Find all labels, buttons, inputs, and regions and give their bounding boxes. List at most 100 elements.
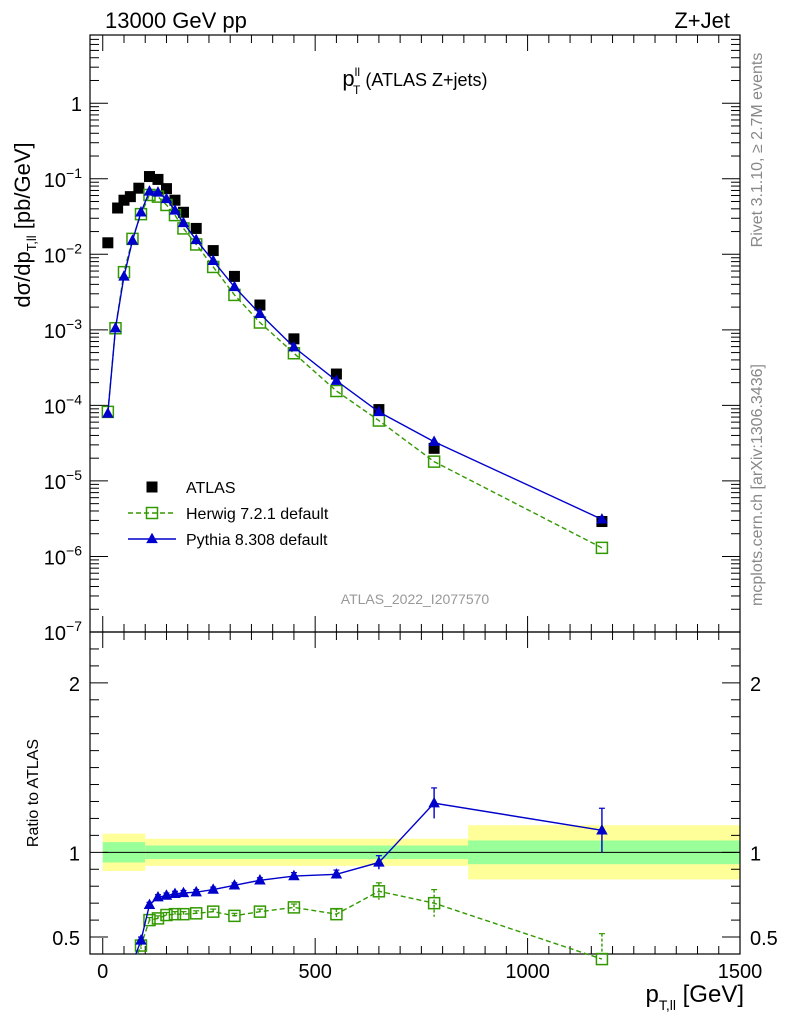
main-plot-title: pll T (ATLAS Z+jets): [342, 65, 487, 97]
ratio-y-tick-label: 0.5: [52, 928, 80, 950]
data-point-marker: [152, 173, 164, 185]
data-point-marker: [254, 307, 266, 318]
side-label-top: Rivet 3.1.10, ≥ 2.7M events: [749, 53, 766, 248]
data-point-marker: [169, 194, 181, 206]
data-point-marker: [330, 868, 343, 879]
tick-exponent: −4: [66, 391, 82, 407]
data-point-marker: [126, 234, 139, 245]
tick-exponent: −6: [66, 542, 82, 558]
x-tick-label: 1000: [505, 961, 550, 983]
y-tick-label: 10−5: [44, 467, 82, 494]
data-point-marker: [595, 541, 609, 555]
y-tick-label: 10−2: [44, 240, 82, 267]
series-line: [107, 194, 603, 549]
data-point-marker: [207, 254, 219, 265]
y-tick-label: 1: [71, 94, 82, 116]
main-plot: 110−110−210−310−410−510−610−7: [44, 34, 741, 645]
data-point-marker: [228, 280, 241, 292]
data-point-marker: [330, 368, 342, 380]
ratio-y-tick-label-right: 0.5: [750, 928, 778, 950]
tick-base: 10: [44, 547, 66, 569]
tick-exponent: −7: [66, 618, 82, 634]
y-tick-label: 10−3: [44, 316, 82, 343]
tick-exponent: −3: [66, 316, 82, 332]
legend-label: Herwig 7.2.1 default: [186, 506, 329, 523]
title-main: p: [342, 66, 354, 91]
xlabel-sub: T,ll: [659, 997, 676, 1013]
xlabel-main: p: [645, 981, 658, 1008]
x-axis-label: pT,ll [GeV]: [645, 981, 744, 1013]
data-point-marker: [427, 455, 441, 468]
data-point-marker: [133, 182, 145, 194]
x-tick-label: 500: [298, 961, 331, 983]
xlabel-unit: [GeV]: [676, 981, 744, 1008]
ylabel-main: dσ/dp: [10, 251, 35, 307]
y-tick-label: 10−6: [44, 542, 82, 569]
ratio-y-axis-label: Ratio to ATLAS: [25, 739, 42, 847]
tick-base: 10: [44, 170, 66, 192]
data-point-marker: [109, 321, 122, 333]
ylabel-unit: [pb/GeV]: [10, 142, 35, 235]
tick-base: 10: [44, 472, 66, 494]
data-point-marker: [146, 532, 158, 544]
data-point-marker: [143, 171, 155, 183]
data-point-marker: [169, 204, 181, 215]
data-point-marker: [124, 191, 136, 203]
data-point-marker: [143, 913, 156, 927]
title-sub: T: [353, 83, 361, 97]
data-point-marker: [177, 216, 190, 228]
data-point-marker: [152, 186, 164, 197]
data-point-marker: [152, 890, 164, 902]
data-point-marker: [135, 206, 147, 217]
y-tick-label: 10−7: [44, 618, 82, 645]
watermark: ATLAS_2022_I2077570: [341, 591, 490, 607]
tick-exponent: −2: [66, 240, 82, 256]
y-tick-label: 10−1: [44, 165, 82, 192]
data-point-marker: [228, 879, 241, 890]
y-tick-label: 10−4: [44, 391, 82, 418]
ylabel-sub: T,ll: [24, 235, 39, 251]
tick-exponent: −5: [66, 467, 82, 483]
ratio-plot-frame: [89, 631, 741, 955]
data-point-marker: [596, 513, 608, 524]
data-point-marker: [372, 885, 386, 898]
data-point-marker: [428, 796, 440, 808]
ratio-y-tick-label: 1: [69, 843, 80, 865]
data-point-marker: [135, 934, 147, 945]
header-left: 13000 GeV pp: [105, 8, 247, 33]
data-point-marker: [428, 442, 440, 454]
data-point-marker: [595, 952, 609, 966]
header-right: Z+Jet: [674, 8, 730, 33]
data-point-marker: [118, 194, 130, 206]
data-point-marker: [190, 885, 202, 897]
title-sup: ll: [355, 65, 360, 79]
data-point-marker: [287, 901, 301, 914]
data-point-marker: [596, 824, 608, 835]
legend-label: Pythia 8.308 default: [186, 532, 328, 549]
data-point-marker: [102, 407, 114, 418]
data-point-marker: [160, 192, 173, 204]
data-point-marker: [118, 270, 130, 281]
tick-base: 1: [71, 94, 82, 116]
data-point-marker: [151, 912, 165, 925]
tick-base: 10: [44, 623, 66, 645]
data-point-marker: [253, 905, 267, 918]
data-point-marker: [143, 898, 156, 910]
data-point-marker: [168, 907, 182, 921]
data-point-marker: [228, 909, 241, 923]
data-point-marker: [207, 245, 219, 257]
data-point-marker: [228, 270, 240, 282]
tick-base: 10: [44, 245, 66, 267]
data-point-marker: [330, 374, 343, 385]
side-label-bottom: mcplots.cern.ch [arXiv:1306.3436]: [749, 364, 766, 606]
data-point-marker: [177, 886, 190, 898]
data-point-marker: [160, 889, 173, 900]
data-point-marker: [427, 896, 441, 910]
series-line: [107, 190, 603, 520]
data-point-marker: [189, 907, 203, 920]
data-point-marker: [177, 907, 190, 921]
tick-exponent: −1: [66, 165, 82, 181]
data-point-marker: [146, 481, 158, 493]
data-point-marker: [330, 907, 343, 921]
